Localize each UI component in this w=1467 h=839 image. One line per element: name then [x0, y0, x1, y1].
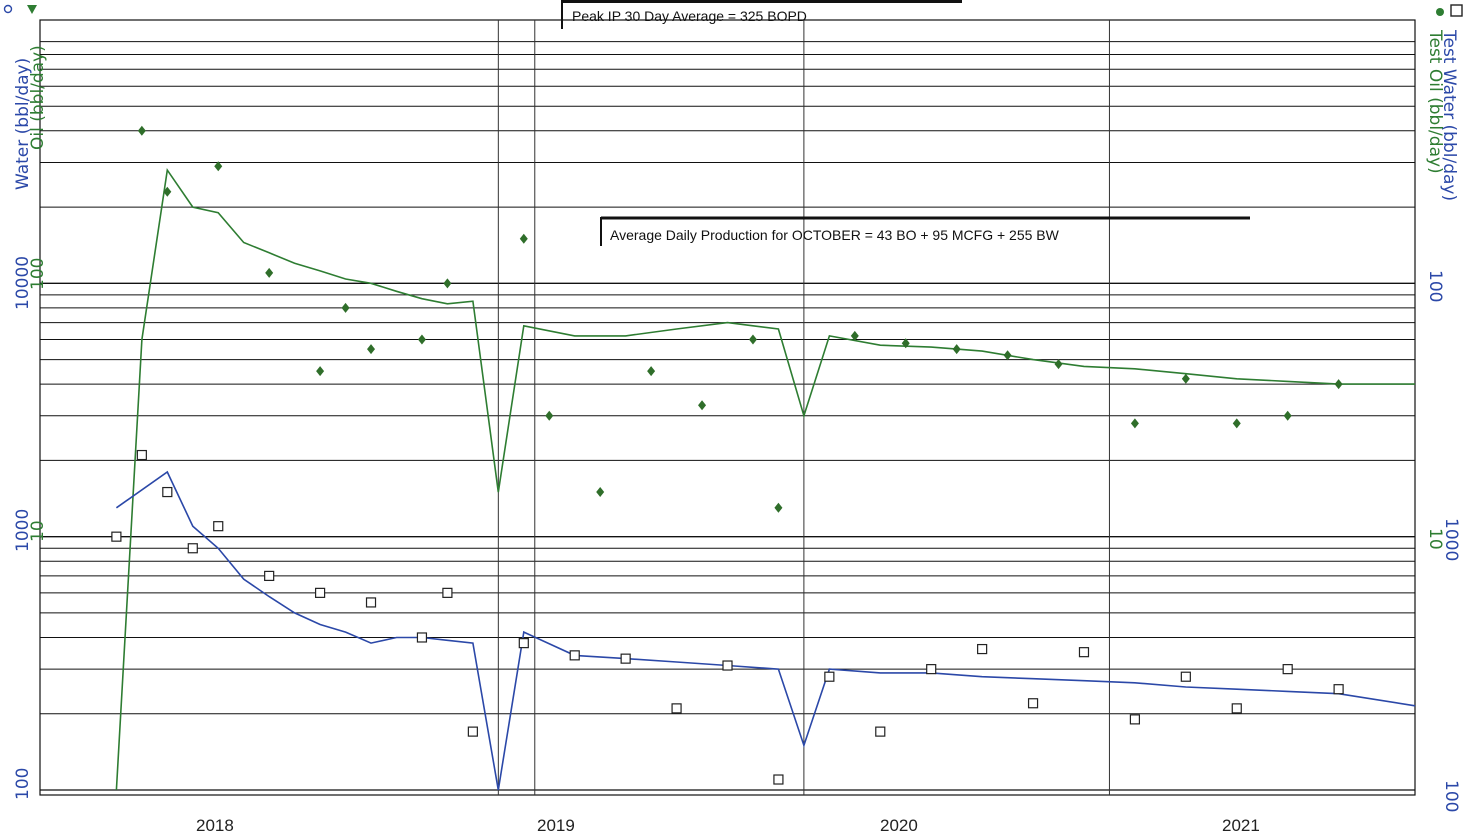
test-water-point [824, 671, 835, 682]
y-axis-title-water: Water (bbl/day) [13, 58, 33, 190]
test-water-point [111, 531, 122, 542]
test-water-point [467, 726, 478, 737]
test-oil-point [367, 344, 376, 355]
test-water-point [1231, 703, 1242, 714]
test-water-point [1027, 698, 1039, 709]
test-oil-point [774, 502, 783, 513]
test-water-point [569, 650, 580, 661]
test-water-point [1078, 647, 1090, 658]
test-water-point [264, 570, 275, 582]
test-water-point [416, 632, 428, 643]
y2-tick-10: 10 [1425, 528, 1445, 550]
x-tick-2018: 2018 [196, 816, 234, 835]
test-oil-point [1130, 418, 1139, 429]
test-water-point [671, 703, 682, 714]
x-tick-2021: 2021 [1222, 816, 1260, 835]
test-oil-point [748, 334, 757, 345]
test-water-point [162, 486, 173, 498]
test-water-point [136, 449, 147, 461]
test-oil-point [316, 366, 325, 377]
y-tick-oil-10: 10 [28, 520, 48, 542]
test-oil-point [647, 366, 656, 377]
test-water-point [442, 587, 453, 598]
test-oil-point [417, 334, 426, 345]
test-oil-point [1181, 373, 1190, 384]
test-water-point [365, 597, 377, 608]
y2-tick-1000: 1000 [1441, 518, 1461, 561]
annotation-october-avg-text: Average Daily Production for OCTOBER = 4… [610, 227, 1060, 243]
test-water-point [213, 521, 224, 532]
data-marks [111, 125, 1416, 791]
legend-right [1436, 4, 1463, 17]
y-tick-water-100: 100 [13, 768, 33, 800]
test-water-point [773, 774, 784, 785]
test-water-point [875, 726, 886, 737]
legend-triangle-icon [27, 5, 37, 14]
annotation-october-avg: Average Daily Production for OCTOBER = 4… [600, 216, 1250, 246]
test-water-point [187, 543, 198, 554]
test-oil-point [519, 233, 528, 244]
test-water-point [926, 664, 937, 675]
legend-dot-icon [1436, 8, 1444, 16]
test-oil-point [596, 487, 605, 498]
grid [40, 20, 1415, 795]
test-water-point [977, 643, 988, 655]
y-axis-title-oil: Oil (bbl/day) [28, 45, 48, 150]
test-oil-point [1054, 359, 1063, 370]
test-oil-point [850, 330, 859, 341]
y-tick-water-10000: 10000 [13, 256, 33, 310]
plot-frame [39, 19, 1416, 796]
test-water-point [722, 660, 733, 671]
x-tick-2020: 2020 [880, 816, 918, 835]
test-oil-point [341, 302, 350, 313]
y2-axis-title-test-water: Test Water (bbl/day) [1439, 29, 1459, 201]
annotation-peak-ip: Peak IP 30 Day Average = 325 BOPD [561, 0, 962, 29]
y2-axis-title-test-oil: Test Oil (bbl/day) [1425, 29, 1445, 174]
oil-line [115, 167, 1415, 791]
test-oil-point [1003, 350, 1012, 361]
test-oil-point [952, 344, 961, 355]
y2-tick-100-upper: 100 [1425, 270, 1445, 302]
legend-left [3, 4, 37, 14]
test-water-point [1282, 664, 1293, 675]
test-oil-point [214, 161, 223, 172]
test-oil-point [545, 410, 554, 421]
legend-circle-icon [3, 4, 13, 14]
y-tick-oil-100: 100 [28, 258, 48, 290]
test-oil-point [163, 186, 172, 197]
y2-tick-100-lower: 100 [1441, 780, 1461, 812]
test-oil-point [698, 400, 707, 411]
test-water-point [1333, 684, 1344, 695]
x-tick-2019: 2019 [537, 816, 575, 835]
test-oil-point [137, 125, 146, 136]
test-water-point [1180, 671, 1191, 682]
test-oil-point [1334, 379, 1343, 390]
test-water-point [1129, 714, 1141, 725]
test-water-point [620, 653, 631, 664]
test-oil-point [265, 267, 274, 278]
test-oil-point [443, 278, 452, 289]
test-oil-point [1232, 418, 1241, 429]
legend-square-icon [1450, 4, 1463, 17]
test-oil-point [1283, 410, 1292, 421]
test-oil-point [901, 338, 910, 349]
annotation-peak-ip-text: Peak IP 30 Day Average = 325 BOPD [572, 8, 807, 24]
y-tick-water-1000: 1000 [13, 509, 33, 552]
water-line [115, 470, 1416, 791]
test-water-point [314, 587, 326, 598]
test-water-point [518, 638, 529, 649]
